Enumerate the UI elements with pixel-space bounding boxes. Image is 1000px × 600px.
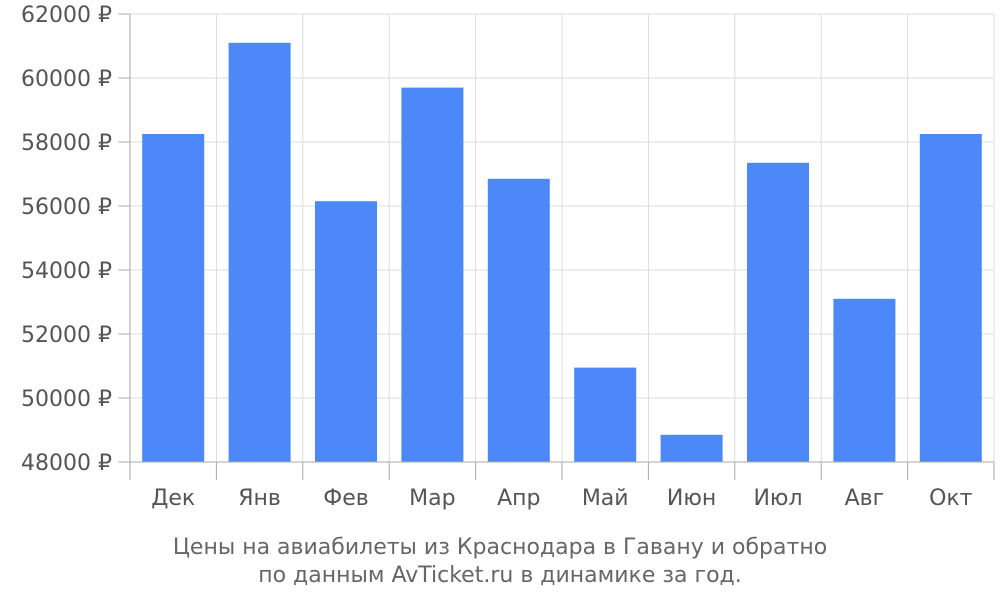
bar [228, 42, 291, 463]
bar [919, 134, 982, 462]
x-tick-label: Янв [238, 486, 281, 511]
y-tick-label: 58000 ₽ [21, 131, 112, 156]
bar [660, 434, 723, 462]
bar [833, 298, 896, 462]
y-tick-label: 48000 ₽ [21, 451, 112, 476]
bar [747, 162, 809, 463]
bar [487, 178, 550, 463]
bars [142, 42, 982, 463]
x-tick-label: Июн [667, 486, 716, 511]
x-tick-label: Июл [753, 486, 802, 511]
x-axis-tick-labels: Дек Янв Фев Мар Апр Май Июн Июл Авг Окт [151, 486, 973, 511]
y-tick-label: 50000 ₽ [21, 387, 112, 412]
x-tick-label: Апр [497, 486, 540, 511]
bar-chart: 48000 ₽ 50000 ₽ 52000 ₽ 54000 ₽ 56000 ₽ 58000… [21, 3, 995, 511]
chart-caption-line-1: Цены на авиабилеты из Краснодара в Гаван… [172, 535, 828, 560]
bar [574, 367, 637, 462]
y-axis-tick-labels: 48000 ₽ 50000 ₽ 52000 ₽ 54000 ₽ 56000 ₽ 58000… [21, 3, 112, 476]
bar [401, 87, 464, 462]
chart-caption-line-2: по данным AvTicket.ru в динамике за год. [258, 563, 742, 588]
y-tick-label: 62000 ₽ [21, 3, 112, 28]
y-tick-label: 60000 ₽ [21, 67, 112, 92]
bar [142, 134, 205, 462]
axes [118, 13, 995, 480]
x-tick-label: Фев [323, 486, 368, 511]
x-tick-label: Авг [845, 486, 885, 511]
x-tick-label: Мар [409, 486, 455, 511]
x-tick-label: Май [582, 486, 629, 511]
x-tick-label: Дек [151, 486, 195, 511]
x-tick-label: Окт [929, 486, 973, 511]
y-tick-label: 54000 ₽ [21, 259, 112, 284]
bar [315, 201, 377, 462]
y-tick-label: 52000 ₽ [21, 323, 112, 348]
y-tick-label: 56000 ₽ [21, 195, 112, 220]
